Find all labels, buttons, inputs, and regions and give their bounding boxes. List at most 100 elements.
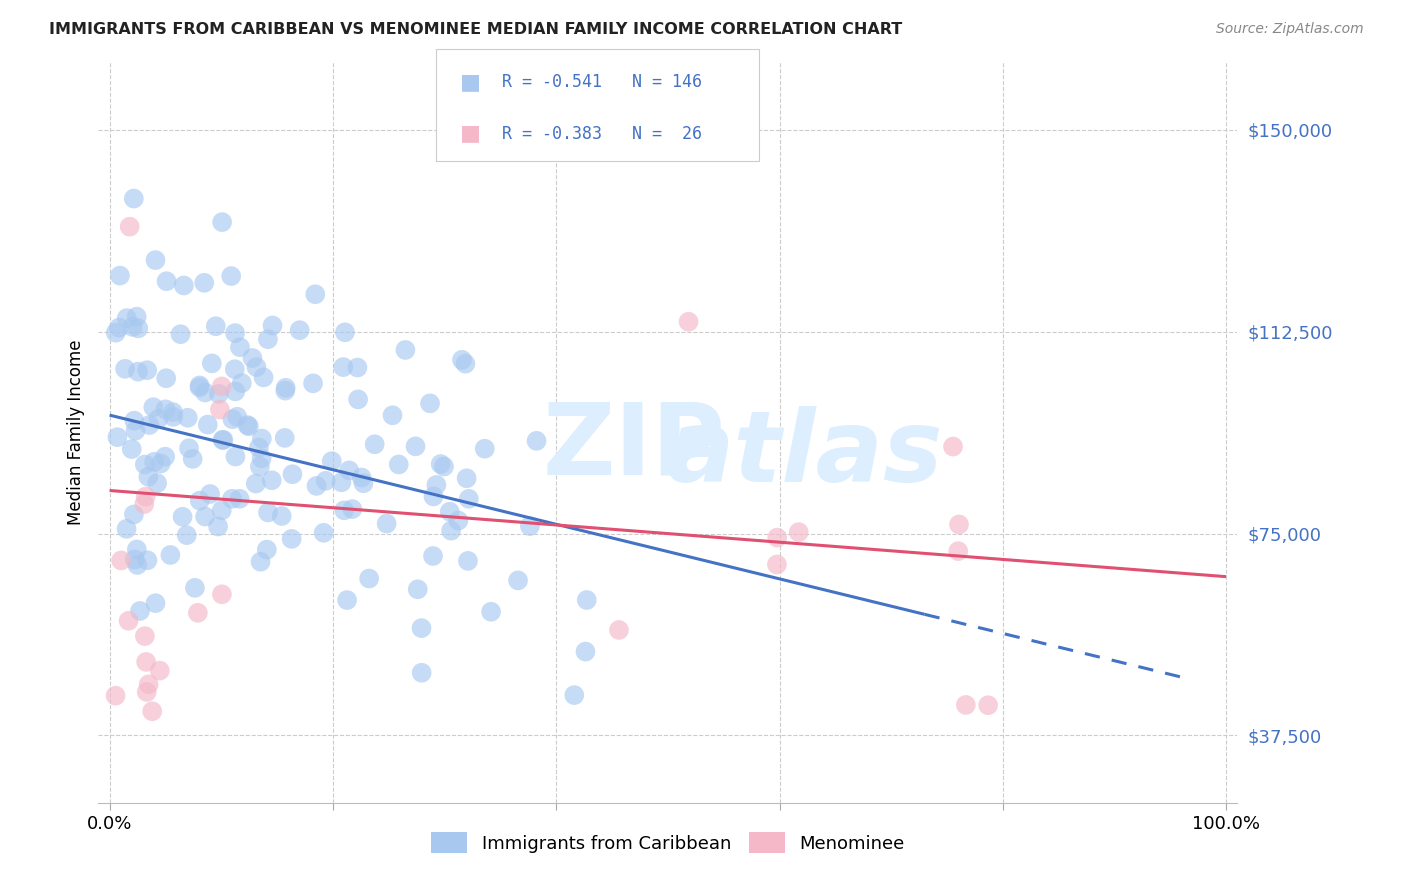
Point xyxy=(433,459,456,474)
Point xyxy=(274,431,297,445)
Point xyxy=(454,357,477,371)
Point xyxy=(977,698,1000,713)
Point xyxy=(143,455,166,469)
Point xyxy=(228,491,250,506)
Point xyxy=(766,531,789,545)
Point xyxy=(288,323,311,337)
Point xyxy=(194,509,217,524)
Text: Source: ZipAtlas.com: Source: ZipAtlas.com xyxy=(1216,22,1364,37)
Point xyxy=(115,522,138,536)
Point xyxy=(136,469,159,483)
Point xyxy=(250,451,273,466)
Point xyxy=(350,470,373,484)
Point xyxy=(333,326,356,340)
Point xyxy=(127,321,149,335)
Point xyxy=(104,689,127,703)
Point xyxy=(188,378,211,392)
Point xyxy=(456,471,478,485)
Point xyxy=(138,677,160,691)
Point xyxy=(347,392,370,407)
Point xyxy=(221,491,243,506)
Point xyxy=(562,688,585,702)
Point xyxy=(274,384,297,398)
Point xyxy=(955,698,977,712)
Point xyxy=(142,400,165,414)
Point xyxy=(122,508,145,522)
Point xyxy=(198,487,221,501)
Point xyxy=(153,450,176,464)
Point xyxy=(394,343,416,357)
Point xyxy=(135,655,157,669)
Point xyxy=(429,457,451,471)
Point xyxy=(249,555,271,569)
Point xyxy=(337,463,360,477)
Point xyxy=(162,405,184,419)
Point xyxy=(204,319,226,334)
Text: atlas: atlas xyxy=(666,407,943,503)
Point xyxy=(124,552,146,566)
Text: IMMIGRANTS FROM CARIBBEAN VS MENOMINEE MEDIAN FAMILY INCOME CORRELATION CHART: IMMIGRANTS FROM CARIBBEAN VS MENOMINEE M… xyxy=(49,22,903,37)
Point xyxy=(342,502,364,516)
Point xyxy=(211,215,233,229)
Legend: Immigrants from Caribbean, Menominee: Immigrants from Caribbean, Menominee xyxy=(423,825,912,861)
Point xyxy=(129,604,152,618)
Point xyxy=(245,476,267,491)
Point xyxy=(422,490,444,504)
Point xyxy=(678,315,700,329)
Point xyxy=(381,409,404,423)
Point xyxy=(274,381,297,395)
Point xyxy=(280,532,302,546)
Point xyxy=(257,505,280,519)
Point xyxy=(148,412,170,426)
Point xyxy=(226,409,249,424)
Point xyxy=(124,424,146,438)
Point xyxy=(155,371,177,385)
Point xyxy=(177,410,200,425)
Point xyxy=(405,439,427,453)
Point xyxy=(333,503,356,517)
Point xyxy=(321,454,343,468)
Point xyxy=(104,326,127,340)
Point xyxy=(260,473,283,487)
Point xyxy=(149,457,172,471)
Point xyxy=(224,384,246,399)
Point xyxy=(439,505,461,519)
Point xyxy=(506,574,529,588)
Point xyxy=(270,508,292,523)
Point xyxy=(419,396,441,410)
Point xyxy=(155,274,177,288)
Y-axis label: Median Family Income: Median Family Income xyxy=(66,340,84,525)
Point xyxy=(315,474,337,488)
Point xyxy=(526,434,548,448)
Point xyxy=(332,360,354,375)
Point xyxy=(231,376,253,390)
Point xyxy=(236,418,259,433)
Point xyxy=(177,441,200,455)
Point xyxy=(425,478,447,492)
Point xyxy=(224,450,246,464)
Point xyxy=(117,614,139,628)
Point xyxy=(574,644,596,658)
Point xyxy=(457,491,479,506)
Point xyxy=(948,544,970,558)
Point xyxy=(208,402,231,417)
Point xyxy=(135,490,157,504)
Point xyxy=(451,352,474,367)
Point xyxy=(107,430,129,444)
Point xyxy=(312,525,335,540)
Text: ■: ■ xyxy=(460,72,481,92)
Point xyxy=(176,528,198,542)
Point xyxy=(229,340,252,354)
Point xyxy=(134,497,156,511)
Point xyxy=(440,524,463,538)
Point xyxy=(181,451,204,466)
Point xyxy=(211,587,233,601)
Point xyxy=(114,361,136,376)
Point xyxy=(479,605,502,619)
Point xyxy=(207,519,229,533)
Point xyxy=(406,582,429,597)
Point xyxy=(188,380,211,394)
Point xyxy=(194,385,217,400)
Point xyxy=(110,553,132,567)
Point xyxy=(118,219,141,234)
